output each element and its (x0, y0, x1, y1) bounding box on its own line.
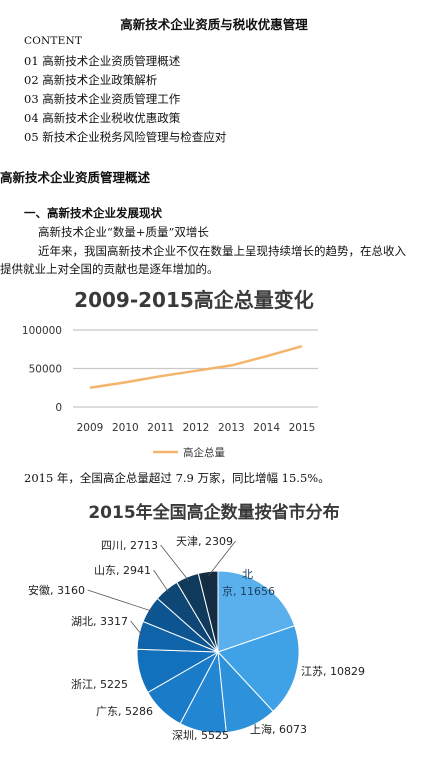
section-heading: 高新技术企业资质管理概述 (0, 170, 151, 185)
paragraph: 2015 年，全国高企总量超过 7.9 万家，同比增幅 15.5%。 (24, 471, 330, 485)
pie-slice (197, 570, 219, 653)
slice-label: 湖北, 3317 (71, 615, 128, 628)
pie-slice (217, 625, 300, 713)
slice-label: 深圳, 5525 (172, 729, 229, 742)
pie-slice (217, 570, 296, 653)
x-tick-label: 2010 (112, 422, 139, 434)
leader-line (160, 544, 190, 582)
slice-label: 天津, 2309 (176, 535, 233, 548)
slice-label: 山东, 2941 (94, 564, 151, 577)
line-chart: 0 50000 100000 2009 2010 2011 2012 2013 2014 2015… (22, 325, 318, 459)
toc-item: 02 高新技术企业政策解析 (24, 73, 158, 87)
legend-label: 高企总量 (183, 446, 225, 459)
leader-line (153, 569, 170, 593)
x-tick-label: 2015 (289, 422, 316, 434)
toc-item: 04 高新技术企业税收优惠政策 (24, 111, 181, 125)
paragraph: 高新技术企业“数量+质量”双增长 (38, 225, 209, 239)
x-tick-label: 2012 (183, 422, 210, 434)
content-label: CONTENT (24, 35, 83, 47)
leader-line (130, 620, 144, 637)
slice-label: 广东, 5286 (96, 705, 153, 718)
toc-item: 03 高新技术企业资质管理工作 (24, 92, 181, 106)
paragraph: 近年来，我国高新技术企业不仅在数量上呈现持续增长的趋势，在总收入 (38, 244, 406, 258)
document-title: 高新技术企业资质与税收优惠管理 (120, 17, 308, 32)
series-line (89, 344, 303, 389)
slice-label: 江苏, 10829 (301, 665, 365, 678)
slice-label: 北京, 11656 (222, 568, 275, 598)
slice-label: 浙江, 5225 (71, 678, 128, 691)
x-tick-label: 2014 (253, 422, 280, 434)
sub-heading: 一、高新技术企业发展现状 (24, 206, 162, 220)
y-tick-label: 100000 (22, 325, 62, 337)
y-tick-label: 50000 (29, 364, 62, 376)
leader-line (87, 589, 153, 612)
slice-label: 安徽, 3160 (28, 583, 85, 597)
line-chart-title: 2009-2015高企总量变化 (74, 288, 314, 312)
pie-chart-title: 2015年全国高企数量按省市分布 (88, 503, 340, 523)
slice-label: 上海, 6073 (250, 722, 307, 736)
paragraph: 提供就业上对全国的贡献也是逐年增加的。 (0, 262, 219, 276)
x-tick-label: 2013 (218, 422, 245, 434)
pie-chart: 北京, 11656 江苏, 10829 上海, 6073 深圳, 5525 广东, 52… (28, 535, 365, 742)
x-tick-label: 2011 (147, 422, 174, 434)
y-tick-label: 0 (55, 402, 62, 414)
leader-line (208, 540, 236, 576)
toc-item: 01 高新技术企业资质管理概述 (24, 54, 181, 68)
slice-label: 四川, 2713 (101, 539, 158, 552)
x-tick-label: 2009 (77, 422, 104, 434)
toc-item: 05 新技术企业税务风险管理与检查应对 (24, 130, 227, 144)
